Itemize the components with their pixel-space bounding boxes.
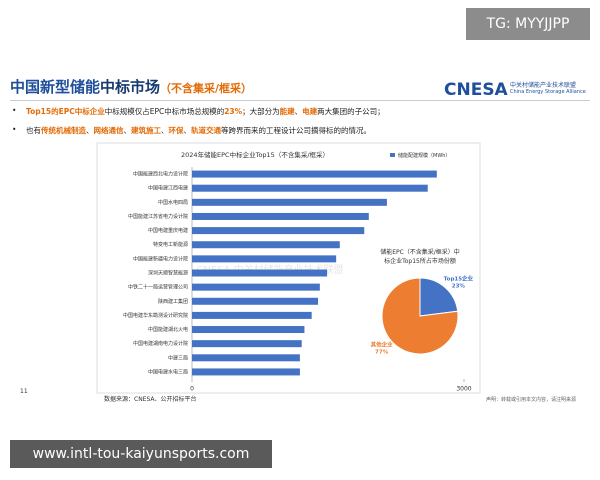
pie-title: 储能EPC（不含集采/框采）中标企业Top15所占市场份额 (380, 248, 460, 265)
bar (192, 212, 369, 220)
bullet-text: 能建 (279, 107, 295, 116)
bullet-text: 环保 (168, 126, 184, 135)
bullet-text: 也有 (26, 126, 41, 135)
slice-name: 其他企业 (371, 341, 394, 349)
bullet-text: 、 (294, 107, 303, 116)
bullet-text: 中标规模仅占EPC中标市场总规模的 (104, 107, 225, 116)
chart-frame (96, 142, 481, 394)
slide-title: 中国新型储能中标市场（不含集采/框采） (10, 76, 252, 97)
y-tick-label: 中国电建华东勘测设计研究院 (123, 312, 188, 319)
bar (192, 326, 305, 334)
y-tick-label: 中国能建湖北火电 (148, 326, 188, 333)
y-tick-label: 深圳天顺智慧能源 (148, 270, 188, 277)
bullet: 也有传统机械制造、网络通信、建筑施工、环保、轨道交通等跨界而来的工程设计公司摘得… (12, 125, 592, 136)
y-tick-label: 陕西建工集团 (158, 298, 188, 305)
bar (192, 354, 300, 362)
bullets: Top15的EPC中标企业中标规模仅占EPC中标市场总规模的23%；大部分为能建… (12, 106, 592, 144)
title-part: 中国新型储能 (10, 78, 101, 96)
title-part: （不含集采/框采） (160, 82, 253, 95)
y-tick-label: 中国水电四局 (158, 199, 188, 206)
x-tick-label: 0 (190, 386, 194, 393)
bar (192, 297, 319, 305)
y-tick-label: 中铁二十一局运营管理公司 (128, 284, 188, 291)
bullet-text: 、 (161, 126, 169, 135)
slice-label: 77% (375, 350, 389, 356)
bullet-text: ；大部分为 (242, 107, 280, 116)
divider (10, 100, 590, 101)
bullet-text: 轨道交通 (191, 126, 221, 135)
bar (192, 311, 312, 319)
bullet-text: 建筑施工 (131, 126, 161, 135)
bullet-text: 两大集团的子公司； (317, 107, 385, 116)
bar (192, 227, 365, 235)
bar (192, 241, 340, 249)
slice-name: Top15企业 (444, 274, 474, 282)
bar (192, 184, 428, 192)
y-tick-label: 中国能建新疆电力设计院 (133, 255, 188, 262)
bullet-text: Top15的EPC中标企业 (26, 107, 105, 116)
bullet-text: 、 (123, 126, 132, 135)
y-tick-label: 中国能建西北电力设计院 (133, 171, 188, 178)
bar (192, 283, 320, 291)
legend-label: 储能配建规模（MWh） (398, 152, 450, 159)
y-tick-label: 中国能建江苏省电力设计院 (128, 213, 188, 220)
y-tick-label: 中国电建江西电建 (148, 185, 188, 192)
bullet-text: 、 (183, 126, 192, 135)
pie-title-line: 标企业Top15所占市场份额 (384, 257, 456, 265)
bar (192, 170, 437, 178)
y-tick-label: 中国电建重庆电建 (148, 227, 188, 234)
bar (192, 255, 337, 263)
bullet-text: 等跨界而来的工程设计公司摘得标的的情况。 (221, 126, 371, 135)
legend-swatch (390, 153, 395, 157)
bar (192, 269, 328, 277)
slice-label: 23% (452, 283, 466, 289)
notice: 声明：转载或引用本文内容，请注明来源 (486, 397, 577, 403)
bullet-text: 传统机械制造 (41, 126, 86, 135)
chart-title: 2024年储能EPC中标企业Top15（不含集采/框采） (181, 150, 329, 159)
y-tick-label: 中建三局 (168, 354, 188, 361)
logo-cn: 中关村储能产业技术联盟 (510, 82, 577, 89)
page-number: 11 (20, 388, 28, 395)
bar (192, 340, 302, 348)
logo-en: China Energy Storage Alliance (510, 89, 586, 95)
logo: CNESA (444, 80, 508, 100)
bullet-text: 网络通信 (93, 126, 124, 135)
bullet-text: 23% (224, 107, 243, 116)
y-tick-label: 中国电建水电三局 (148, 368, 188, 375)
y-tick-label: 特变电工新能源 (153, 241, 188, 248)
bullet: Top15的EPC中标企业中标规模仅占EPC中标市场总规模的23%；大部分为能建… (12, 106, 592, 117)
pie-slice (419, 277, 459, 317)
y-tick-label: 中国电建湖南电力设计院 (133, 340, 188, 347)
pie-slice (381, 277, 459, 355)
bar (192, 368, 300, 376)
title-part: 中标市场 (100, 78, 161, 96)
watermark: www.intl-tou-kaiyunsports.com (10, 440, 272, 468)
x-tick-label: 3000 (456, 386, 471, 393)
pie-title-line: 储能EPC（不含集采/框采）中 (380, 248, 460, 256)
watermark: TG: MYYJJPP (466, 8, 590, 40)
bar (192, 198, 387, 206)
bullet-text: 电建 (302, 107, 318, 116)
source: 数据来源：CNESA、公开招标平台 (104, 396, 197, 403)
bullet-text: 、 (86, 126, 94, 135)
